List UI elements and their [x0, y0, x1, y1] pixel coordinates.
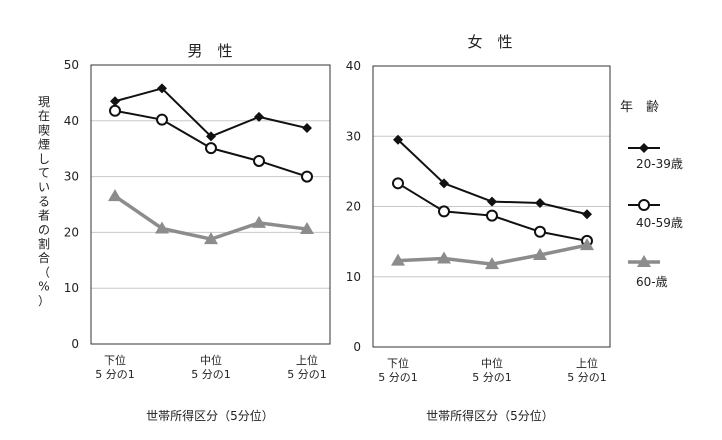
legend-item: 40-59歳 [628, 199, 683, 230]
data-point [580, 238, 594, 251]
x-tick-label: 5 分の1 [287, 368, 327, 381]
data-point [252, 215, 266, 228]
data-point [438, 205, 450, 218]
series-60-歳 [391, 238, 594, 270]
y-tick-label: 0 [71, 337, 79, 351]
data-point [486, 209, 498, 222]
y-axis-label-char: 者 [38, 209, 50, 223]
chart-title-male: 男 性 [187, 42, 232, 60]
x-tick-label: 5 分の1 [472, 371, 512, 384]
data-point [157, 83, 167, 94]
series-20-39歳 [393, 134, 592, 220]
data-point [206, 131, 216, 142]
y-tick-label: 50 [64, 58, 79, 72]
data-point [253, 154, 265, 167]
x-axis-label-male: 世帯所得区分（5分位） [146, 408, 274, 423]
data-point [485, 257, 499, 270]
series-line [114, 87, 308, 138]
data-point [155, 221, 169, 234]
y-axis-label-char: 現 [38, 95, 50, 109]
y-axis-label-char: % [38, 280, 49, 294]
data-point [487, 196, 497, 207]
data-point [302, 123, 312, 134]
legend-marker [638, 199, 650, 211]
data-point [535, 197, 545, 208]
y-axis-label-char: 割 [38, 236, 50, 251]
data-point [300, 222, 314, 235]
data-point [109, 104, 121, 117]
x-tick-label: 5 分の1 [191, 368, 231, 381]
y-tick-label: 20 [64, 225, 79, 239]
y-axis-label-char: て [38, 166, 50, 180]
data-point [393, 134, 403, 145]
legend-label: 40-59歳 [636, 216, 683, 230]
legend-marker [637, 255, 651, 267]
legend-title: 年 齢 [620, 100, 659, 115]
data-point [391, 253, 405, 266]
y-tick-label: 30 [64, 170, 79, 184]
y-axis-label-char: 喫 [38, 123, 50, 137]
y-tick-label: 0 [353, 340, 361, 354]
x-tick-label: 下位 [104, 353, 126, 367]
series-40-59歳 [392, 177, 593, 247]
y-tick-label: 30 [346, 129, 361, 143]
data-point [437, 251, 451, 264]
data-point [110, 96, 120, 107]
x-tick-label: 5 分の1 [95, 368, 135, 381]
y-axis-label-char: の [38, 223, 50, 237]
y-tick-label: 10 [346, 270, 361, 284]
x-tick-label: 5 分の1 [567, 371, 607, 384]
y-axis-label-char: （ [38, 265, 50, 279]
y-axis-label-char: い [38, 180, 50, 194]
y-tick-label: 40 [64, 114, 79, 128]
legend: 年 齢 20-39歳 40-59歳 60-歳 [620, 100, 683, 289]
y-axis-label-char: し [38, 152, 50, 166]
plot-frame [372, 65, 611, 348]
data-point [204, 232, 218, 245]
data-point [108, 189, 122, 202]
x-tick-label: 下位 [387, 356, 409, 370]
legend-label: 20-39歳 [636, 157, 683, 171]
data-point [534, 225, 546, 238]
data-point [301, 170, 313, 183]
data-point [392, 177, 404, 190]
x-tick-label: 中位 [200, 353, 222, 367]
y-axis-label-char: 合 [38, 250, 50, 265]
y-tick-label: 20 [346, 200, 361, 214]
y-tick-label: 10 [64, 281, 79, 295]
data-point [254, 111, 264, 122]
x-tick-label: 上位 [576, 356, 598, 370]
x-tick-label: 5 分の1 [378, 371, 418, 384]
x-tick-label: 中位 [481, 356, 503, 370]
data-point [533, 247, 547, 260]
data-point [156, 113, 168, 126]
legend-marker [639, 143, 649, 153]
series-20-39歳 [110, 83, 312, 142]
data-point [439, 178, 449, 189]
legend-item: 20-39歳 [628, 143, 683, 171]
y-axis-label-char: る [38, 194, 50, 208]
chart-title-female: 女 性 [467, 33, 512, 51]
x-axis-label-female: 世帯所得区分（5分位） [426, 408, 554, 423]
data-point [582, 209, 592, 220]
legend-item: 60-歳 [628, 255, 668, 289]
series-40-59歳 [109, 104, 313, 183]
legend-label: 60-歳 [636, 275, 668, 289]
y-axis-label-char: ） [38, 294, 50, 308]
y-axis-label-char: 在 [38, 109, 50, 123]
y-axis-label-char: 煙 [38, 138, 50, 152]
series-60-歳 [108, 189, 314, 245]
x-tick-label: 上位 [296, 353, 318, 367]
y-tick-label: 40 [346, 59, 361, 73]
plot-frame [90, 64, 331, 345]
data-point [205, 142, 217, 155]
